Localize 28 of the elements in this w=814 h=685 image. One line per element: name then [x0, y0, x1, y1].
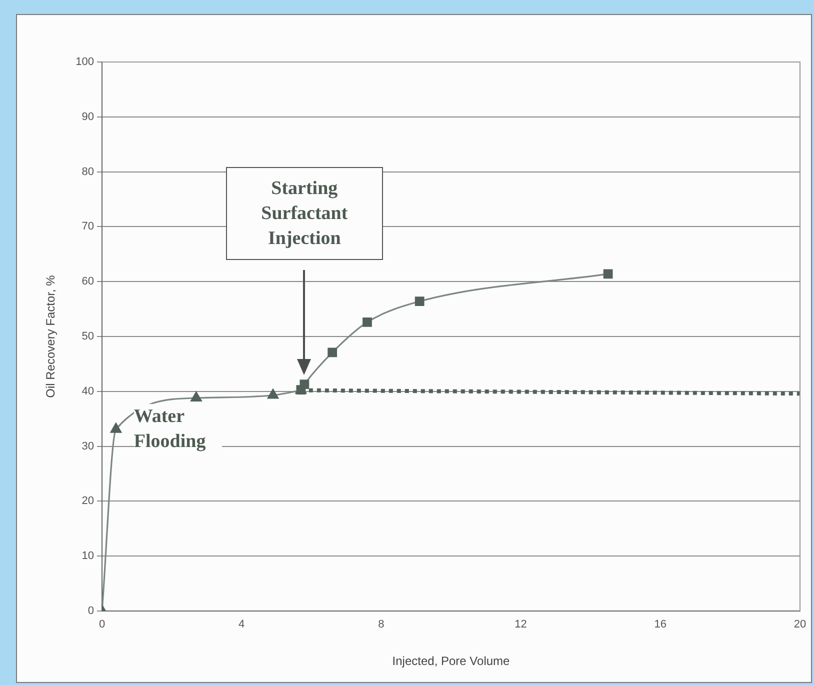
y-axis-title: Oil Recovery Factor, %	[44, 274, 58, 398]
y-tick-label: 10	[82, 550, 94, 562]
x-tick-label: 16	[654, 618, 667, 631]
y-tick-label: 60	[82, 276, 94, 288]
point	[110, 422, 122, 433]
x-axis-title: Injected, Pore Volume	[392, 654, 510, 668]
point	[603, 269, 613, 279]
x-tick-label: 12	[514, 618, 527, 631]
y-tick-label: 30	[82, 440, 94, 452]
y-tick-label: 0	[88, 605, 94, 618]
y-tick-label: 40	[82, 385, 94, 398]
y-tick-label: 50	[82, 330, 94, 343]
x-tick-label: 0	[98, 618, 106, 631]
y-tick-label: 80	[82, 166, 94, 178]
y-tick-label: 20	[82, 495, 94, 508]
point	[328, 348, 338, 358]
y-tick-label: 70	[82, 220, 94, 233]
x-tick-label: 4	[238, 618, 245, 631]
point	[362, 318, 372, 327]
y-tick-label: 100	[76, 56, 94, 68]
x-tick-label: 8	[378, 618, 384, 631]
point	[267, 388, 279, 399]
point	[190, 392, 202, 402]
callout-box: Starting Surfactant Injection	[226, 166, 383, 260]
point	[414, 296, 424, 306]
y-tick-label: 90	[82, 110, 94, 123]
annotation: Water Flooding	[134, 404, 222, 454]
x-tick-label: 20	[794, 618, 806, 631]
